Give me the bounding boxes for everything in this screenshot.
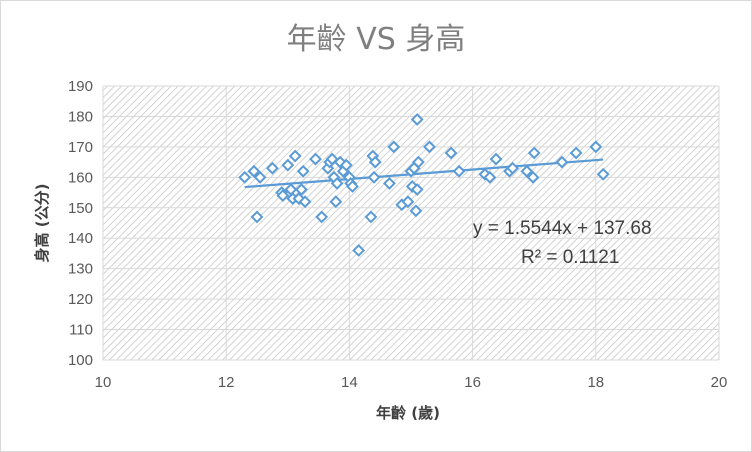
trendline-equation: y = 1.5544x + 137.68 [473,218,652,239]
y-tick-label: 150 [68,200,93,217]
data-point [352,243,366,257]
data-point [596,167,610,181]
data-point [368,155,382,169]
data-point [569,146,583,160]
data-point [329,195,343,209]
y-tick-label: 110 [69,322,93,339]
data-point [401,195,415,209]
gridlines [102,85,720,361]
plot-area [103,86,719,360]
data-point [346,180,359,193]
trendline-group [244,158,604,189]
data-point [483,170,497,184]
y-axis-label: 身高 (公分) [33,184,51,263]
y-tick-label: 170 [68,139,93,156]
data-points [238,113,610,257]
x-tick-label: 10 [95,374,112,391]
data-point [520,164,534,178]
data-point [452,164,466,178]
y-tick-label: 120 [68,291,93,308]
x-axis-label: 年齡 (歲) [376,404,440,422]
data-point [294,183,308,196]
trendline [244,158,604,189]
x-tick-label: 12 [218,374,235,391]
y-tick-label: 160 [68,169,93,186]
data-point [364,210,378,224]
data-point [555,155,569,169]
data-point [276,189,290,203]
chart-title: 年齡 VS 身高 [287,22,466,57]
data-point [288,149,302,163]
x-tick-label: 16 [464,374,481,391]
data-point [315,210,329,224]
data-point [526,170,540,184]
data-point [444,146,458,160]
data-point [250,210,264,224]
x-tick-label: 20 [711,374,728,391]
data-point [589,140,603,154]
data-point [527,146,541,160]
data-point [330,177,344,190]
tick-labels: 100 110 120 130 140 150 160 170 180 190 10 12 14 16 18… [68,78,727,391]
data-point [281,158,295,172]
data-point [238,170,252,184]
data-point [489,152,503,166]
data-point [247,164,261,178]
data-point [410,183,424,196]
data-point [309,152,322,166]
data-point [367,170,381,184]
data-point [296,164,310,178]
data-point [387,140,401,154]
data-point [409,204,423,218]
x-tick-label: 18 [587,374,604,391]
y-tick-label: 130 [68,261,93,278]
y-tick-label: 190 [68,78,93,95]
y-tick-label: 140 [68,230,93,247]
data-point [253,170,267,184]
data-point [410,113,424,126]
data-point [265,161,279,175]
data-point [411,155,425,169]
trendline-r-squared: R² = 0.1121 [521,247,619,268]
data-point [423,140,436,154]
data-point [383,177,396,190]
y-tick-label: 180 [68,108,93,125]
data-point [506,161,520,175]
data-point [339,158,353,172]
x-tick-label: 14 [341,374,358,391]
y-tick-label: 100 [68,352,93,369]
data-point [298,195,312,209]
